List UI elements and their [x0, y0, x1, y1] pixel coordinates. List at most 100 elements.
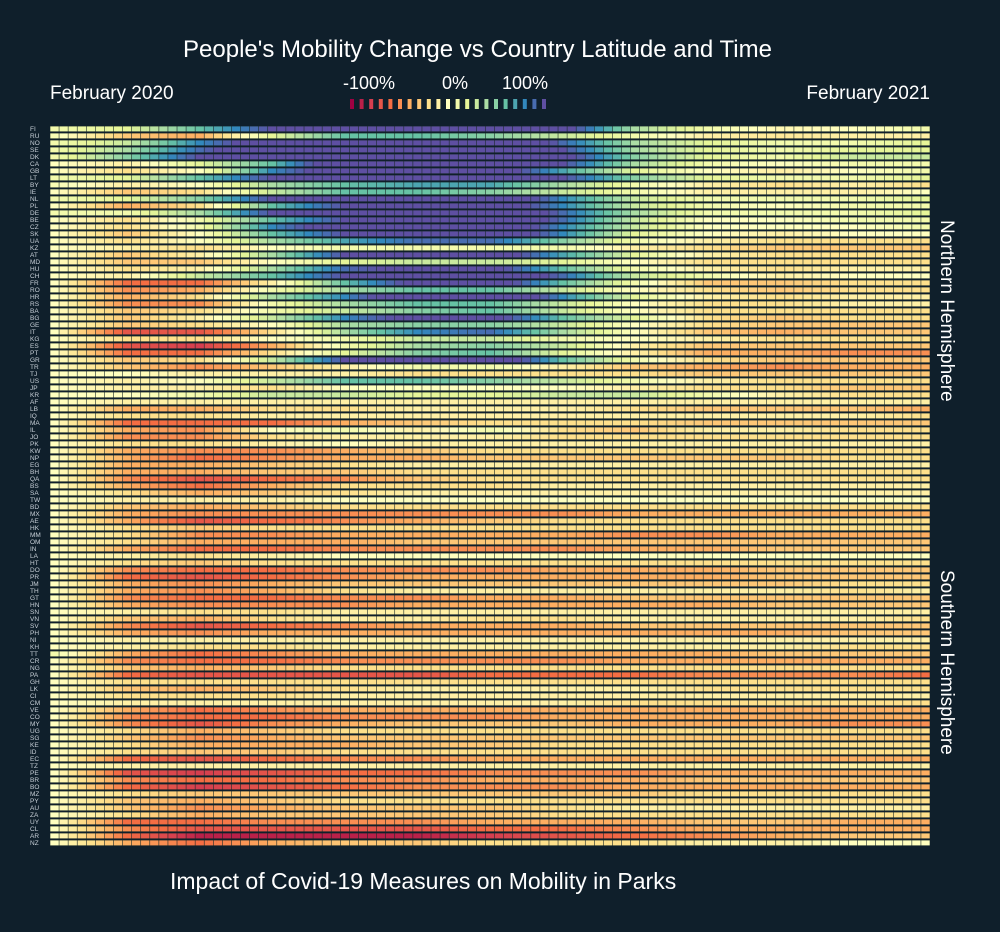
heatmap-cell — [240, 224, 250, 230]
heatmap-cell — [50, 434, 59, 440]
heatmap-cell — [776, 140, 785, 146]
heatmap-cell — [222, 133, 232, 139]
heatmap-cell — [730, 231, 740, 237]
heatmap-cell — [875, 196, 885, 202]
heatmap-cell — [286, 140, 295, 146]
heatmap-cell — [630, 273, 640, 279]
heatmap-cell — [322, 301, 331, 307]
heatmap-cell — [304, 336, 313, 342]
heatmap-cell — [712, 336, 722, 342]
heatmap-cell — [494, 455, 504, 461]
heatmap-cell — [476, 329, 486, 335]
country-label: PK — [30, 441, 39, 448]
heatmap-cell — [558, 364, 567, 370]
heatmap-cell — [803, 406, 812, 412]
heatmap-cell — [304, 126, 313, 132]
heatmap-cell — [549, 406, 558, 412]
heatmap-cell — [476, 441, 486, 447]
heatmap-cell — [576, 343, 585, 349]
heatmap-cell — [494, 147, 504, 153]
heatmap-cell — [304, 378, 313, 384]
heatmap-cell — [712, 238, 722, 244]
heatmap-cell — [77, 217, 86, 223]
heatmap-cell — [821, 329, 830, 335]
country-label: CH — [30, 273, 40, 280]
heatmap-cell — [667, 147, 676, 153]
heatmap-cell — [431, 231, 440, 237]
heatmap-cell — [739, 210, 749, 216]
heatmap-cell — [367, 147, 377, 153]
heatmap-cell — [540, 294, 549, 300]
heatmap-cell — [703, 161, 712, 167]
heatmap-cell — [358, 308, 368, 314]
heatmap-cell — [921, 462, 930, 468]
heatmap-cell — [186, 399, 195, 405]
heatmap-cell — [703, 301, 712, 307]
heatmap-cell — [286, 364, 295, 370]
heatmap-cell — [141, 364, 150, 370]
heatmap-cell — [866, 434, 876, 440]
heatmap-cell — [431, 308, 440, 314]
heatmap-cell — [404, 322, 413, 328]
heatmap-cell — [177, 420, 186, 426]
heatmap-cell — [594, 182, 604, 188]
heatmap-cell — [141, 336, 150, 342]
heatmap-cell — [204, 182, 213, 188]
heatmap-cell — [803, 448, 812, 454]
heatmap-cell — [395, 147, 404, 153]
heatmap-cell — [322, 126, 331, 132]
country-label: IQ — [30, 413, 37, 420]
heatmap-cell — [703, 413, 712, 419]
heatmap-cell — [567, 434, 576, 440]
heatmap-cell — [703, 329, 712, 335]
heatmap-cell — [349, 322, 359, 328]
heatmap-cell — [295, 322, 304, 328]
heatmap-cell — [739, 315, 749, 321]
heatmap-cell — [703, 147, 712, 153]
heatmap-cell — [222, 427, 232, 433]
heatmap-cell — [676, 455, 685, 461]
heatmap-cell — [503, 336, 513, 342]
heatmap-cell — [367, 441, 377, 447]
heatmap-cell — [712, 280, 722, 286]
heatmap-cell — [830, 266, 839, 272]
heatmap-cell — [921, 357, 930, 363]
heatmap-cell — [549, 350, 558, 356]
heatmap-cell — [485, 448, 495, 454]
heatmap-cell — [68, 294, 77, 300]
heatmap-cell — [594, 196, 604, 202]
heatmap-cell — [113, 259, 123, 265]
heatmap-cell — [77, 161, 86, 167]
heatmap-cell — [204, 364, 213, 370]
heatmap-cell — [168, 224, 177, 230]
heatmap-cell — [830, 273, 839, 279]
heatmap-cell — [113, 385, 123, 391]
heatmap-cell — [558, 224, 567, 230]
heatmap-cell — [667, 161, 676, 167]
heatmap-cell — [286, 448, 295, 454]
heatmap-cell — [821, 350, 830, 356]
heatmap-cell — [131, 245, 141, 251]
heatmap-cell — [767, 378, 776, 384]
heatmap-cell — [413, 336, 422, 342]
heatmap-cell — [395, 210, 404, 216]
heatmap-cell — [413, 126, 422, 132]
heatmap-cell — [531, 301, 540, 307]
heatmap-cell — [131, 434, 141, 440]
heatmap-cell — [458, 224, 468, 230]
heatmap-cell — [404, 175, 413, 181]
heatmap-cell — [358, 168, 368, 174]
heatmap-cell — [367, 315, 377, 321]
heatmap-cell — [168, 350, 177, 356]
heatmap-cell — [268, 203, 277, 209]
heatmap-cell — [848, 434, 858, 440]
heatmap-cell — [86, 182, 96, 188]
heatmap-cell — [884, 182, 894, 188]
heatmap-cell — [349, 392, 359, 398]
heatmap-cell — [567, 378, 576, 384]
heatmap-cell — [249, 161, 259, 167]
heatmap-cell — [776, 364, 785, 370]
heatmap-cell — [131, 175, 141, 181]
heatmap-cell — [531, 252, 540, 258]
heatmap-cell — [222, 252, 232, 258]
